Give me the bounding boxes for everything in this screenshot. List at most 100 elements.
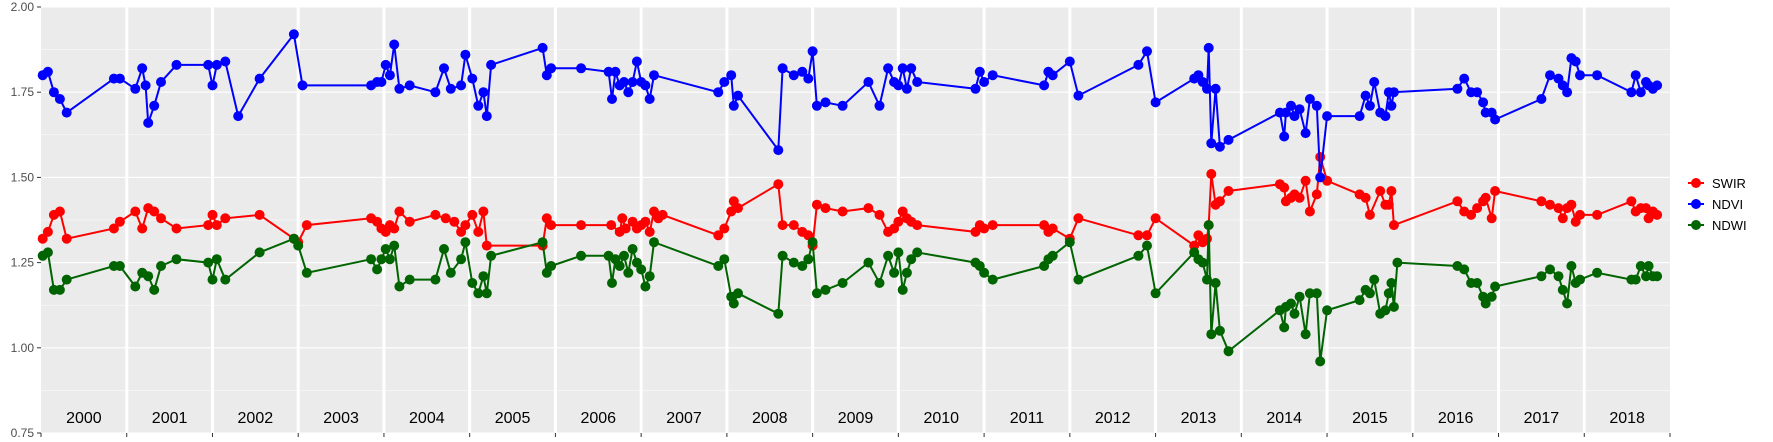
data-point-swir xyxy=(620,223,631,234)
data-point-ndwi xyxy=(1388,301,1399,312)
data-point-swir xyxy=(1388,220,1399,231)
data-point-ndwi xyxy=(1206,329,1217,340)
data-point-ndwi xyxy=(404,274,415,285)
data-point-ndwi xyxy=(1354,295,1365,306)
data-point-swir xyxy=(1133,230,1144,241)
year-label: 2010 xyxy=(923,410,959,427)
data-point-ndvi xyxy=(811,100,822,111)
data-point-swir xyxy=(171,223,182,234)
legend-label-ndvi: NDVI xyxy=(1712,197,1743,212)
data-point-swir xyxy=(130,206,141,217)
data-point-ndvi xyxy=(48,87,59,98)
data-point-ndwi xyxy=(788,257,799,268)
data-point-swir xyxy=(460,220,471,231)
year-label: 2005 xyxy=(495,410,531,427)
y-tick-label: 1.50 xyxy=(11,170,35,184)
year-label: 2016 xyxy=(1438,410,1474,427)
year-label: 2018 xyxy=(1609,410,1645,427)
data-point-ndvi xyxy=(1304,94,1315,104)
data-point-ndvi xyxy=(473,100,484,111)
data-point-ndwi xyxy=(640,281,651,292)
data-point-ndwi xyxy=(1203,220,1214,231)
data-point-swir xyxy=(389,223,400,234)
data-point-ndwi xyxy=(713,261,724,271)
data-point-ndvi xyxy=(1452,83,1463,94)
data-point-swir xyxy=(449,216,460,227)
data-point-ndvi xyxy=(1380,111,1391,122)
data-point-swir xyxy=(42,226,53,237)
data-point-ndwi xyxy=(1294,291,1305,302)
data-point-swir xyxy=(404,216,415,227)
data-point-ndwi xyxy=(114,261,125,271)
legend-marker-swir xyxy=(1691,178,1701,188)
data-point-ndwi xyxy=(1311,288,1322,299)
data-point-ndvi xyxy=(156,77,166,87)
data-point-ndvi xyxy=(1478,97,1489,108)
data-point-swir xyxy=(1073,213,1084,224)
data-point-ndwi xyxy=(1150,288,1161,299)
data-point-ndwi xyxy=(486,250,497,261)
data-point-ndwi xyxy=(143,271,154,282)
data-point-swir xyxy=(1545,199,1555,210)
data-point-ndwi xyxy=(619,250,629,261)
data-point-swir xyxy=(863,203,874,214)
y-tick-label: 1.25 xyxy=(11,256,35,270)
data-point-ndwi xyxy=(1392,257,1403,268)
data-point-ndvi xyxy=(803,73,814,84)
data-point-ndvi xyxy=(1652,80,1663,91)
data-point-swir xyxy=(546,220,557,231)
data-point-ndvi xyxy=(380,59,391,70)
data-point-ndvi xyxy=(619,77,629,87)
data-point-ndwi xyxy=(773,308,784,319)
data-point-ndwi xyxy=(207,274,218,285)
data-point-swir xyxy=(773,179,784,190)
data-point-ndwi xyxy=(439,244,449,254)
data-point-ndvi xyxy=(1369,77,1380,87)
data-point-ndvi xyxy=(1570,56,1581,67)
series-layer xyxy=(37,29,1663,367)
data-point-swir xyxy=(203,220,214,231)
data-point-ndvi xyxy=(576,63,587,74)
data-point-ndvi xyxy=(901,83,912,94)
data-point-ndwi xyxy=(478,271,489,282)
data-point-ndwi xyxy=(1635,261,1646,271)
data-point-swir xyxy=(1575,209,1585,220)
data-point-swir xyxy=(576,220,587,231)
data-point-swir xyxy=(149,206,160,217)
data-point-ndvi xyxy=(1388,87,1399,98)
data-point-ndvi xyxy=(733,90,743,101)
data-point-swir xyxy=(837,206,848,217)
data-point-swir xyxy=(788,220,799,231)
data-point-ndvi xyxy=(445,83,456,94)
data-point-ndwi xyxy=(1480,298,1491,309)
data-point-swir xyxy=(207,209,218,220)
data-point-swir xyxy=(254,209,265,220)
year-label: 2012 xyxy=(1095,410,1131,427)
data-point-ndvi xyxy=(149,100,160,111)
data-point-ndwi xyxy=(889,267,900,278)
data-point-swir xyxy=(640,216,651,227)
data-point-swir xyxy=(1214,196,1225,207)
data-point-ndwi xyxy=(649,237,659,248)
data-point-swir xyxy=(440,213,451,224)
data-point-ndvi xyxy=(233,111,244,122)
data-point-ndvi xyxy=(649,70,659,81)
data-point-ndwi xyxy=(1557,284,1568,295)
data-point-ndwi xyxy=(807,237,818,248)
data-point-ndvi xyxy=(467,73,478,84)
data-point-ndwi xyxy=(901,267,912,278)
data-point-ndvi xyxy=(1364,100,1375,111)
data-point-ndvi xyxy=(1315,172,1326,183)
data-point-ndwi xyxy=(1322,305,1333,316)
data-point-ndwi xyxy=(863,257,874,268)
data-point-ndvi xyxy=(1279,131,1290,142)
data-point-ndvi xyxy=(1459,73,1470,84)
data-point-swir xyxy=(644,226,655,237)
data-point-ndvi xyxy=(376,77,387,87)
data-point-swir xyxy=(1206,169,1217,179)
data-point-ndvi xyxy=(297,80,308,91)
data-point-ndwi xyxy=(576,250,587,261)
data-point-ndvi xyxy=(974,66,985,77)
data-point-swir xyxy=(1300,175,1311,186)
